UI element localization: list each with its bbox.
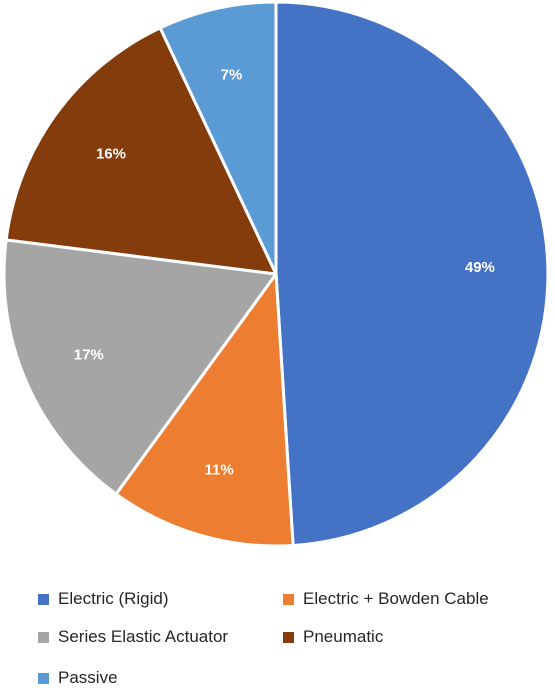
data-label-series-elastic-actuator: 17% <box>74 347 104 364</box>
legend-swatch <box>283 593 294 605</box>
legend: Electric (Rigid) Electric + Bowden Cable… <box>0 580 555 687</box>
legend-label: Series Elastic Actuator <box>58 627 229 646</box>
legend-item-pneumatic: Pneumatic <box>283 625 383 649</box>
pie-slices <box>2 0 550 548</box>
legend-label: Passive <box>58 668 118 687</box>
data-label-electric-bowden-cable: 11% <box>204 461 233 478</box>
pie-slice-electric-bowden-cable <box>114 272 295 548</box>
data-label-electric-rigid: 49% <box>465 259 495 276</box>
data-label-pneumatic: 16% <box>96 146 126 163</box>
pie-slice-pneumatic <box>4 26 278 276</box>
data-label-passive: 7% <box>221 66 243 83</box>
legend-item-passive: Passive <box>38 666 118 690</box>
legend-swatch <box>283 631 294 643</box>
pie-data-labels: 49% 11% 17% 16% 7% <box>74 66 495 478</box>
legend-swatch <box>38 672 49 684</box>
legend-item-electric-rigid: Electric (Rigid) <box>38 587 169 611</box>
pie-slice-electric-rigid <box>274 0 550 547</box>
legend-item-electric-bowden-cable: Electric + Bowden Cable <box>283 587 489 611</box>
pie-slice-series-elastic-actuator <box>2 238 278 496</box>
legend-label: Electric + Bowden Cable <box>303 589 489 608</box>
pie-slice-passive <box>158 0 278 276</box>
legend-label: Electric (Rigid) <box>58 589 169 608</box>
pie-chart: 49% 11% 17% 16% 7% <box>2 0 550 548</box>
legend-swatch <box>38 593 49 605</box>
legend-swatch <box>38 631 49 643</box>
legend-label: Pneumatic <box>303 627 384 646</box>
legend-item-series-elastic-actuator: Series Elastic Actuator <box>38 625 228 649</box>
